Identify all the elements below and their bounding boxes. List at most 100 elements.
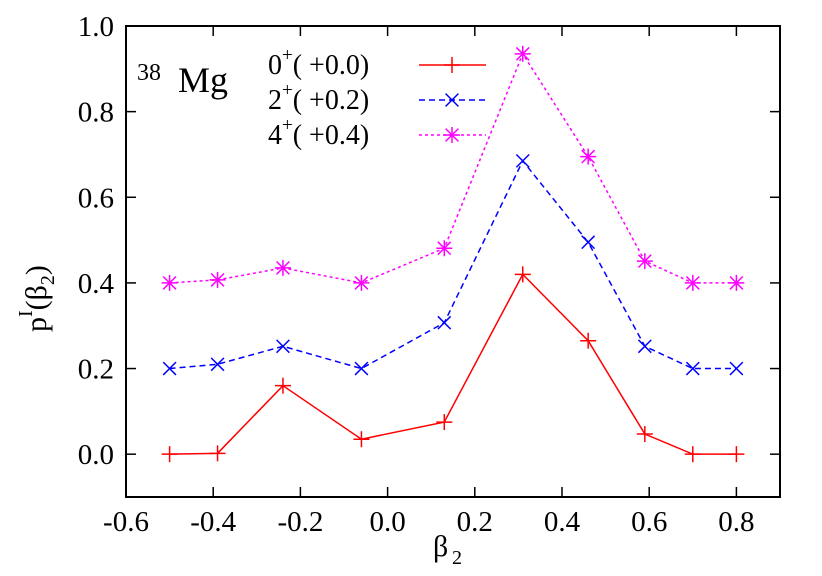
data-point — [580, 148, 597, 165]
legend-offset: ( +0.4) — [293, 120, 369, 151]
legend-spin: 2 — [268, 85, 282, 116]
legend-marker-d2 — [445, 93, 459, 107]
data-point — [684, 274, 701, 291]
legend-marker — [445, 93, 459, 107]
legend-offset: ( +0.2) — [293, 85, 369, 116]
data-point-d2 — [581, 235, 596, 250]
data-point-d2 — [437, 315, 452, 330]
legend-marker-d2 — [445, 128, 459, 142]
data-point — [209, 271, 226, 288]
y-tick-label: 1.0 — [78, 11, 114, 43]
y-label-base: p — [20, 317, 53, 332]
y-tick-label: 0.4 — [78, 268, 115, 300]
y-tick-label: 0.6 — [78, 182, 114, 214]
data-point — [276, 339, 290, 354]
legend-offset: ( +0.0) — [293, 50, 369, 81]
data-point — [274, 377, 291, 394]
x-label-sub: 2 — [452, 547, 462, 569]
x-label-base: β — [433, 530, 448, 563]
data-point-d2 — [515, 153, 530, 168]
data-point — [209, 445, 226, 462]
x-tick-label: 0.6 — [631, 506, 667, 538]
data-point-d2 — [581, 149, 596, 164]
legend-marker — [444, 57, 460, 73]
y-tick-label: 0.8 — [78, 97, 114, 129]
y-label-open: (β — [20, 285, 53, 310]
data-point — [580, 332, 597, 349]
data-point — [514, 266, 531, 283]
data-point-d2 — [210, 357, 225, 372]
data-point — [729, 361, 744, 376]
y-label-sup: I — [15, 310, 37, 317]
legend-entry: 2+( +0.2) — [268, 80, 486, 116]
y-label-close: ) — [20, 265, 53, 275]
x-tick-label: 0.0 — [369, 506, 405, 538]
y-axis-label: pI(β2) — [15, 265, 59, 332]
data-point-d2 — [354, 361, 369, 376]
data-point — [685, 361, 700, 376]
data-point — [728, 274, 745, 291]
series-2 — [162, 153, 744, 376]
data-point-d2 — [354, 275, 369, 290]
y-tick-label: 0.0 — [78, 439, 114, 471]
data-point — [353, 431, 370, 448]
series-line — [169, 273, 737, 455]
data-point — [353, 274, 370, 291]
data-point — [436, 240, 453, 257]
data-point — [636, 426, 653, 443]
legend-spin: 0 — [268, 50, 282, 81]
legend-label: 4+( +0.4) — [268, 115, 369, 151]
data-point — [637, 339, 652, 354]
data-point — [210, 357, 225, 372]
legend-parity: + — [282, 115, 293, 136]
data-point — [437, 315, 452, 330]
legend-marker — [444, 127, 460, 143]
y-tick-label: 0.2 — [78, 354, 114, 386]
x-tick-label: 0.4 — [544, 506, 581, 538]
x-tick-label: -0.4 — [190, 506, 236, 538]
data-point — [436, 414, 453, 431]
element-annotation: 38 Mg — [137, 60, 228, 100]
data-point — [515, 153, 530, 168]
axis-ticks: -0.6 -0.4 -0.2 0.0 0.2 0.4 0.6 0.8 0.0 0.2 0.4 0.6 0… — [78, 11, 780, 538]
data-point-d2 — [162, 275, 177, 290]
data-point — [162, 361, 177, 376]
data-point — [636, 253, 653, 270]
legend-label: 0+( +0.0) — [268, 45, 369, 81]
data-point-d2 — [276, 339, 290, 354]
data-point-d2 — [210, 272, 225, 287]
element-symbol: Mg — [178, 60, 228, 100]
x-axis-label: β 2 — [433, 530, 462, 569]
data-point-d2 — [637, 339, 652, 354]
series-0 — [161, 266, 745, 463]
plot-frame — [125, 25, 781, 498]
y-label: pI(β2) — [15, 265, 59, 332]
data-point — [581, 235, 596, 250]
legend-parity: + — [282, 80, 293, 101]
data-point — [354, 361, 369, 376]
y-label-sub: 2 — [37, 275, 59, 285]
data-point — [728, 446, 745, 463]
x-tick-label: 0.2 — [457, 506, 493, 538]
legend-entry: 4+( +0.4) — [268, 115, 486, 151]
legend-spin: 4 — [268, 120, 282, 151]
legend: 0+( +0.0)2+( +0.2)4+( +0.4) — [268, 45, 486, 151]
data-point-d2 — [515, 46, 530, 61]
data-point-d2 — [162, 361, 177, 376]
data-point — [274, 259, 291, 276]
series-line — [169, 159, 737, 370]
data-point-d2 — [637, 254, 652, 269]
data-point-d2 — [437, 241, 452, 256]
plot-marks — [161, 45, 745, 463]
data-point-d2 — [729, 361, 744, 376]
x-tick-label: 0.8 — [718, 506, 754, 538]
mass-number: 38 — [137, 60, 161, 86]
data-point — [514, 45, 531, 62]
legend-parity: + — [282, 45, 293, 66]
data-point — [684, 446, 701, 463]
data-point-d2 — [685, 361, 700, 376]
data-point — [161, 446, 178, 463]
data-point — [161, 274, 178, 291]
series-line — [169, 52, 737, 284]
